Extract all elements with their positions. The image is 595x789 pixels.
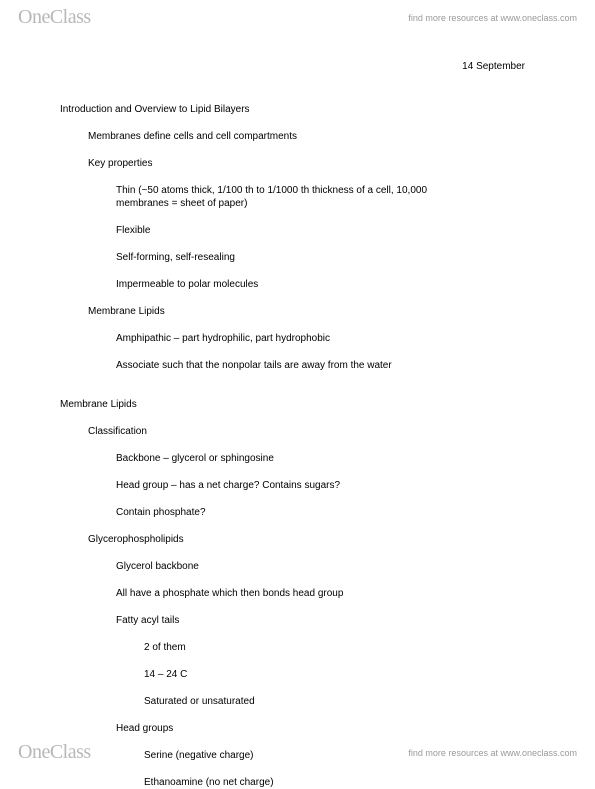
subheading: Membrane Lipids	[88, 305, 535, 318]
body-line: Amphipathic – part hydrophilic, part hyd…	[116, 332, 535, 345]
header-bar: OneClass find more resources at www.onec…	[0, 0, 595, 35]
subheading: Key properties	[88, 157, 535, 170]
body-line: Head group – has a net charge? Contains …	[116, 479, 535, 492]
section-title: Introduction and Overview to Lipid Bilay…	[60, 103, 535, 116]
brand-logo-footer: OneClass	[18, 741, 91, 764]
date-text: 14 September	[60, 60, 535, 73]
footer-bar: OneClass find more resources at www.onec…	[0, 735, 595, 770]
body-line: Flexible	[116, 224, 535, 237]
subheading: Classification	[88, 425, 535, 438]
body-line: Backbone – glycerol or sphingosine	[116, 452, 535, 465]
body-line: Associate such that the nonpolar tails a…	[116, 359, 535, 372]
body-line: 14 – 24 C	[144, 668, 535, 681]
body-line: Head groups	[116, 722, 535, 735]
subheading: Glycerophospholipids	[88, 533, 535, 546]
body-line: 2 of them	[144, 641, 535, 654]
logo-text-footer: OneClass	[18, 741, 91, 763]
body-line: Saturated or unsaturated	[144, 695, 535, 708]
body-line: Fatty acyl tails	[116, 614, 535, 627]
resources-link-top[interactable]: find more resources at www.oneclass.com	[408, 13, 577, 23]
section-title: Membrane Lipids	[60, 398, 535, 411]
body-line: Glycerol backbone	[116, 560, 535, 573]
body-line: Self-forming, self-resealing	[116, 251, 535, 264]
resources-link-bottom[interactable]: find more resources at www.oneclass.com	[408, 748, 577, 758]
body-line: Contain phosphate?	[116, 506, 535, 519]
brand-logo: OneClass	[18, 6, 91, 29]
body-line: Ethanoamine (no net charge)	[144, 776, 535, 789]
document-body: 14 September Introduction and Overview t…	[0, 40, 595, 730]
body-line: All have a phosphate which then bonds he…	[116, 587, 535, 600]
body-line: Impermeable to polar molecules	[116, 278, 535, 291]
body-line: Membranes define cells and cell compartm…	[88, 130, 535, 143]
logo-text: OneClass	[18, 6, 91, 28]
body-line: Thin (~50 atoms thick, 1/100 th to 1/100…	[116, 184, 476, 210]
